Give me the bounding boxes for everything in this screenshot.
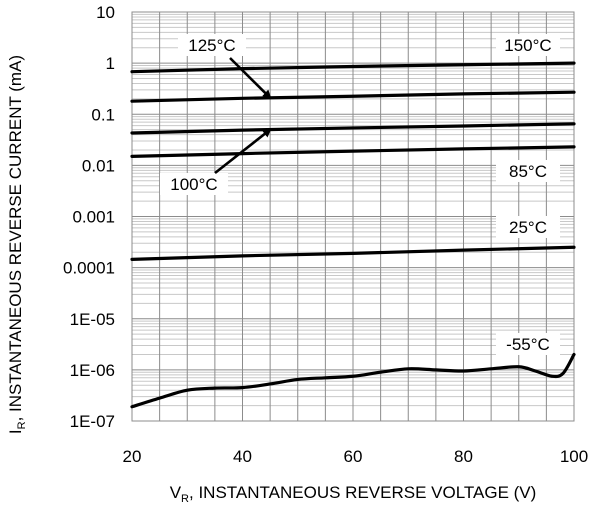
label-box-minus-55c	[496, 333, 560, 355]
x-axis-title: VR, INSTANTANEOUS REVERSE VOLTAGE (V)	[170, 483, 537, 505]
plot-frame	[131, 11, 575, 422]
y-tick-label: 0.0001	[63, 259, 115, 278]
y-tick-label: 1E-07	[70, 412, 115, 431]
label-arrow-125c	[229, 57, 272, 100]
y-tick-label: 0.01	[82, 156, 115, 175]
series-line-150c	[130, 61, 576, 74]
series-lines	[130, 61, 576, 409]
curve-label-100c: 100°C	[170, 175, 217, 194]
series-line-125c	[130, 90, 576, 103]
series-line-minus-55c	[130, 352, 576, 409]
label-box-150c	[496, 34, 560, 56]
curve-label-25c: 25°C	[509, 218, 547, 237]
tick-labels: 10 1 0.1 0.01 0.001 0.0001 1E-05 1E-06 1E-07 20 40…	[63, 3, 588, 466]
curve-label-125c: 125°C	[188, 36, 235, 55]
series-line-100c	[130, 122, 576, 135]
y-axis-title: IR, INSTANTANEOUS REVERSE CURRENT (mA)	[6, 55, 28, 434]
curve-labels: 150°C 125°C 100°C 85°C 25°C -55°C	[160, 34, 560, 355]
curve-label-150c: 150°C	[504, 36, 551, 55]
x-tick-label: 20	[123, 447, 142, 466]
x-tick-label: 80	[454, 447, 473, 466]
label-box-85c	[496, 160, 560, 182]
series-line-25c	[130, 245, 576, 261]
curve-label-85c: 85°C	[509, 162, 547, 181]
y-tick-label: 1	[106, 54, 115, 73]
y-tick-label: 0.001	[72, 208, 115, 227]
label-box-100c	[160, 173, 228, 195]
x-tick-label: 60	[344, 447, 363, 466]
label-box-125c	[178, 34, 246, 56]
series-line-85c	[130, 145, 576, 158]
y-tick-label: 0.1	[91, 105, 115, 124]
y-tick-label: 1E-06	[70, 361, 115, 380]
x-tick-label: 100	[560, 447, 588, 466]
y-tick-label: 1E-05	[70, 310, 115, 329]
x-tick-label: 40	[233, 447, 252, 466]
curve-label-minus-55c: -55°C	[506, 335, 550, 354]
label-box-25c	[496, 216, 560, 238]
y-tick-label: 10	[96, 3, 115, 22]
label-arrow-100c	[214, 128, 272, 175]
